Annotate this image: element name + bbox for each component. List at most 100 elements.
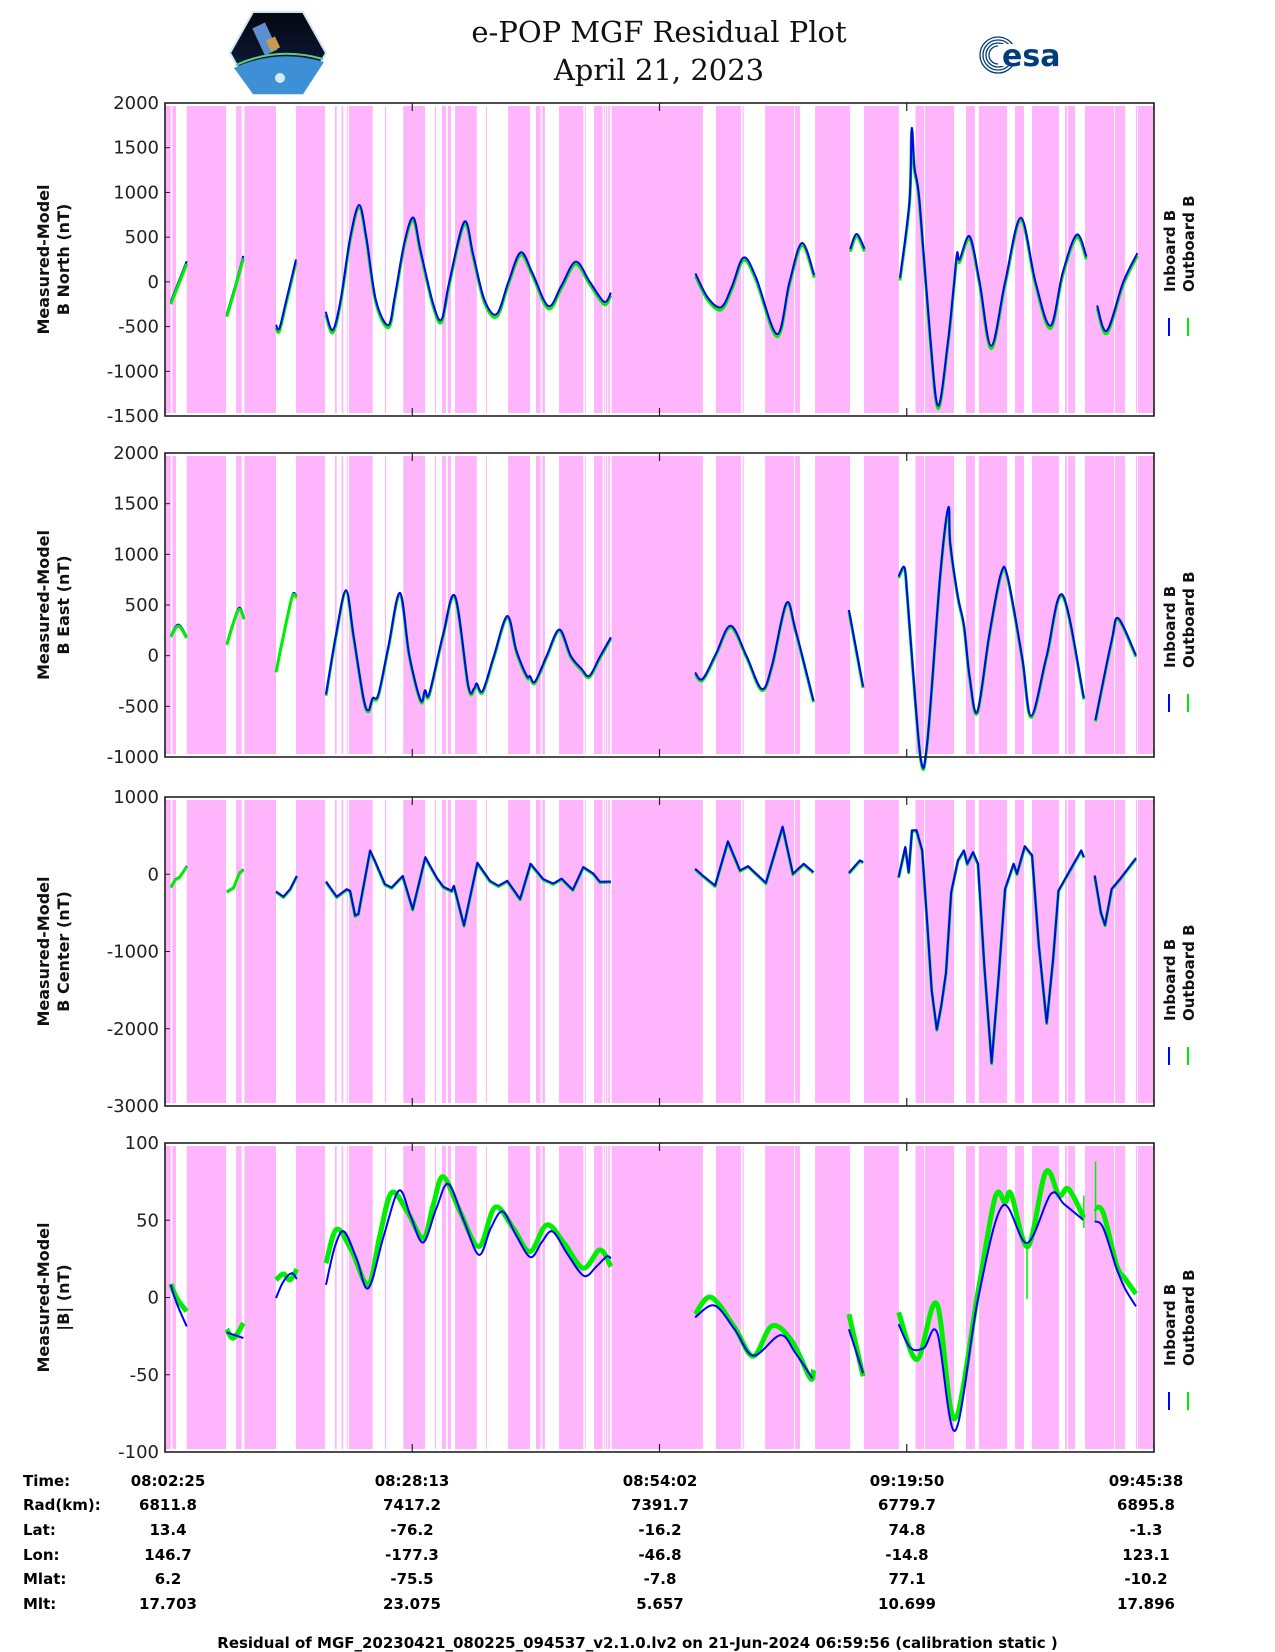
shading-band xyxy=(536,800,541,1103)
shading-band xyxy=(186,1146,227,1449)
y-tick-label: 500 xyxy=(125,595,159,616)
y-tick-label: 0 xyxy=(148,864,159,885)
shading-band xyxy=(915,106,924,413)
panel-3: 1000 0 -1000 -2000 -3000 Measured-Model B Cent… xyxy=(34,787,1198,1117)
shading-band xyxy=(441,1146,446,1449)
shading-band xyxy=(334,1146,337,1449)
info-value: -75.5 xyxy=(390,1570,434,1588)
shading-band xyxy=(815,1146,851,1449)
outboard-b-line xyxy=(225,868,245,894)
shading-band xyxy=(924,106,955,413)
esa-logo: esa xyxy=(979,36,1060,74)
info-value: -7.8 xyxy=(643,1570,677,1588)
shading-band xyxy=(1085,456,1115,754)
info-value: 146.7 xyxy=(144,1546,192,1564)
shading-band xyxy=(765,106,794,413)
shading-band xyxy=(559,106,584,413)
shading-band xyxy=(966,1146,975,1449)
shading-band xyxy=(611,1146,703,1449)
inboard-b-line xyxy=(694,825,815,887)
inboard-b-line xyxy=(1094,616,1137,721)
outboard-b-line xyxy=(169,624,188,639)
y-tick-label: -3000 xyxy=(107,1096,159,1117)
shading-band xyxy=(536,106,541,413)
panel-4: 100 50 0 -50 -100 Measured-Model |B| (nT) Inboa… xyxy=(34,1133,1198,1463)
y-tick-label: -1000 xyxy=(107,747,159,768)
y-tick-label: 1500 xyxy=(113,138,159,159)
legend-label-outboard: Outboard B xyxy=(1180,924,1198,1021)
shading-band xyxy=(542,1146,545,1449)
panel-2: 2000 1500 1000 500 0 -500 -1000 Measured-Model B… xyxy=(34,443,1198,772)
info-value: 7391.7 xyxy=(631,1496,689,1514)
y-axis-label: B East (nT) xyxy=(54,555,73,654)
shading-band xyxy=(608,1146,610,1449)
plot-title: e-POP MGF Residual Plot xyxy=(471,15,847,49)
info-value: 7417.2 xyxy=(383,1496,441,1514)
y-tick-label: 0 xyxy=(148,1288,159,1309)
shading-band xyxy=(486,106,487,413)
shading-band xyxy=(1015,800,1024,1103)
shading-band xyxy=(186,800,227,1103)
shading-band xyxy=(815,800,851,1103)
footer-caption: Residual of MGF_20230421_080225_094537_v… xyxy=(217,1634,1058,1652)
shading-band xyxy=(978,106,1008,413)
shading-band xyxy=(966,456,975,754)
y-axis-label: |B| (nT) xyxy=(54,1264,74,1330)
info-value: 6895.8 xyxy=(1117,1496,1175,1514)
shading-band xyxy=(486,1146,487,1449)
shading-band xyxy=(1115,456,1126,754)
info-value: -14.8 xyxy=(885,1546,929,1564)
info-value: 5.657 xyxy=(636,1595,684,1613)
shading-band xyxy=(441,456,446,754)
shading-band xyxy=(455,1146,477,1449)
shading-band xyxy=(742,456,744,754)
y-tick-label: 1000 xyxy=(113,544,159,565)
info-row-label: Mlt: xyxy=(23,1595,57,1613)
shading-band xyxy=(1115,800,1126,1103)
shading-band xyxy=(536,456,541,754)
legend-label-outboard: Outboard B xyxy=(1180,571,1198,668)
shading-band xyxy=(608,106,610,413)
shading-band xyxy=(1065,800,1067,1103)
inboard-b-line xyxy=(897,505,1085,770)
inboard-b-line xyxy=(848,859,864,874)
shading-band xyxy=(742,800,744,1103)
shading-band xyxy=(384,800,387,1103)
shading-band xyxy=(1138,800,1154,1103)
shading-band xyxy=(536,1146,541,1449)
inboard-b-line xyxy=(694,241,816,336)
inboard-b-line xyxy=(226,1331,244,1340)
y-tick-label: -500 xyxy=(118,317,159,338)
shading-band xyxy=(172,456,177,754)
info-row-label: Lat: xyxy=(23,1521,56,1539)
shading-band xyxy=(334,106,337,413)
shading-band xyxy=(559,1146,584,1449)
shading-band xyxy=(585,1146,586,1449)
shading-band xyxy=(594,800,603,1103)
y-axis-label: B Center (nT) xyxy=(54,891,73,1012)
esa-logo-text: esa xyxy=(1002,39,1060,74)
shading-band xyxy=(186,456,227,754)
outboard-b-line xyxy=(225,258,245,318)
inboard-b-line xyxy=(1094,1220,1137,1307)
shading-band xyxy=(434,106,437,413)
inboard-b-line xyxy=(325,589,612,712)
y-tick-label: -1000 xyxy=(107,361,159,382)
info-row-label: Rad(km): xyxy=(23,1496,101,1514)
shading-band xyxy=(1031,106,1059,413)
y-axis-label: Measured-Model xyxy=(34,1222,53,1372)
shading-band xyxy=(1138,106,1154,413)
shading-band xyxy=(1138,456,1154,754)
shading-band xyxy=(384,106,387,413)
shading-band xyxy=(455,456,477,754)
y-tick-label: 2000 xyxy=(113,443,159,464)
shading-band xyxy=(1015,456,1024,754)
shading-band xyxy=(1135,1146,1138,1449)
time-tick-label: 09:45:38 xyxy=(1108,1472,1184,1490)
y-tick-label: 1000 xyxy=(113,182,159,203)
y-axis-label: Measured-Model xyxy=(34,530,53,680)
shading-band xyxy=(966,800,975,1103)
shading-band xyxy=(341,1146,344,1449)
shading-band xyxy=(508,800,530,1103)
